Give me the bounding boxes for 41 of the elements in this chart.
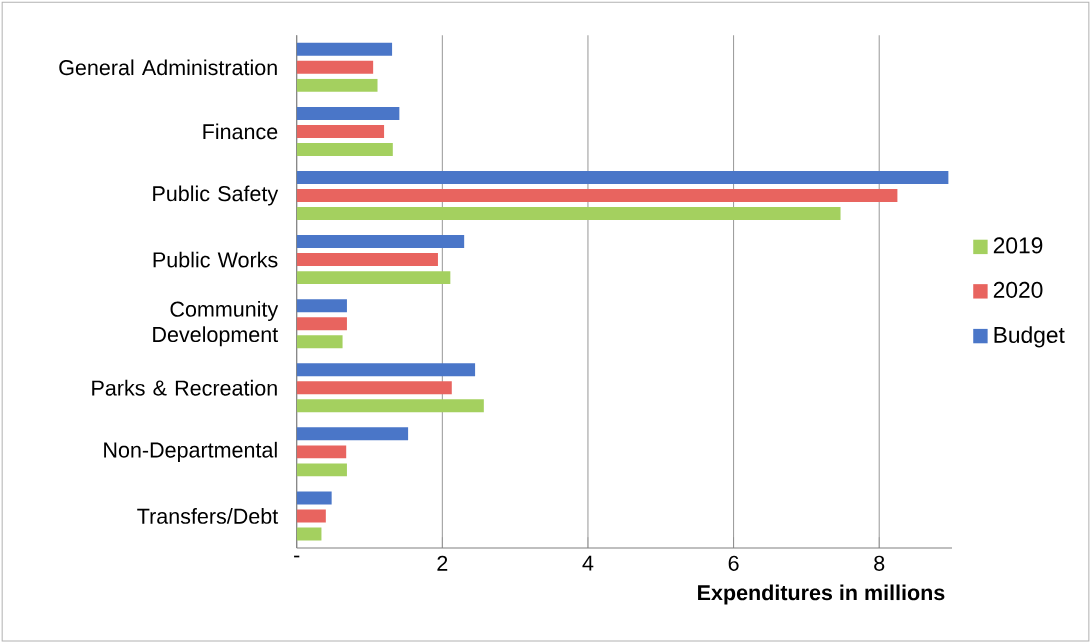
bar [296,253,438,267]
bar [296,317,347,331]
x-tick-label: - [294,555,300,558]
bar [296,207,841,220]
bar [296,42,393,56]
y-tick-label: Community Development [153,300,279,347]
x-axis-title: Expenditures in millions [698,584,945,605]
x-tick-label: 4 [582,555,594,571]
bar [296,427,409,441]
bar [296,363,476,377]
y-tick-label: Public Safety [153,185,279,206]
y-tick-label: General Administration [59,59,277,76]
bar [296,188,898,202]
y-tick-label: Transfers/Debt [137,508,279,524]
y-tick-label: Public Works [153,251,278,268]
bar [296,271,451,285]
bar [296,78,378,92]
bar [296,335,343,349]
y-tick-label: Finance [203,123,278,140]
bar [296,170,949,184]
x-tick-label: 2 [437,555,448,571]
x-tick-label: 8 [874,555,885,571]
bar [296,463,347,477]
bar [296,299,347,313]
bar [296,445,347,459]
legend-label: 2019 [993,237,1043,254]
y-tick-label: Parks & Recreation [92,379,277,396]
legend-label: 2020 [993,281,1043,298]
bar [296,106,400,120]
legend-label: Budget [994,326,1065,348]
bar [296,399,484,413]
bar [296,509,326,523]
bar [296,491,332,505]
bar [296,381,452,395]
x-tick-label: 6 [728,555,739,571]
bar [296,235,465,249]
bar [296,124,385,138]
bar [296,60,374,74]
y-tick-label: Non-Departmental [104,441,277,462]
bar [296,527,322,541]
bar [296,142,393,156]
